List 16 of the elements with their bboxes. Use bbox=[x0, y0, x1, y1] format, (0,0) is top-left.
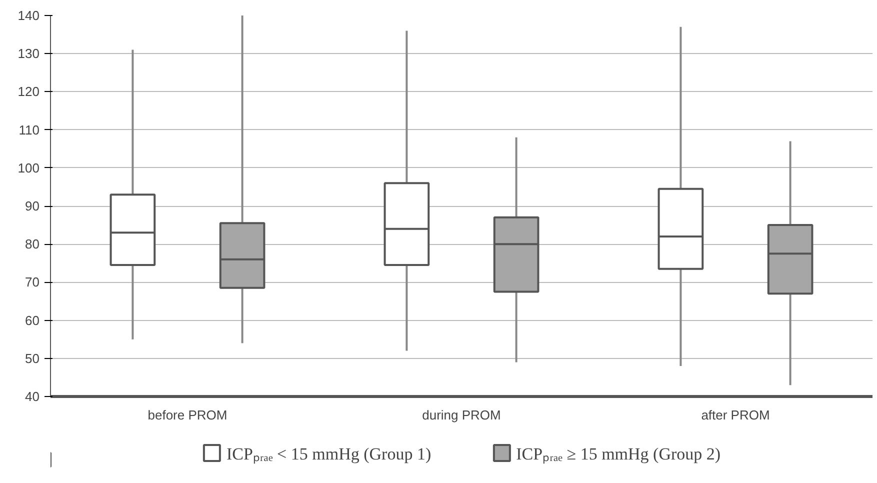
y-tick-label: 40 bbox=[25, 389, 40, 404]
y-tick-label: 100 bbox=[18, 160, 40, 176]
x-tick-label: during PROM bbox=[422, 408, 501, 422]
y-tick-label: 50 bbox=[25, 350, 40, 366]
x-tick-label: after PROM bbox=[701, 408, 770, 422]
y-tick-label: 60 bbox=[25, 312, 40, 328]
y-tick-label: 140 bbox=[18, 8, 40, 23]
legend-label: ICPₚᵣₐₑ < 15 mmHg (Group 1) bbox=[226, 443, 432, 464]
y-tick-label: 120 bbox=[18, 84, 40, 100]
y-tick-label: 80 bbox=[25, 236, 40, 252]
legend-label: ICPₚᵣₐₑ ≥ 15 mmHg (Group 2) bbox=[516, 443, 721, 464]
x-tick-label: before PROM bbox=[148, 408, 228, 422]
y-tick-label: 70 bbox=[25, 274, 40, 290]
y-tick-label: 90 bbox=[25, 198, 40, 214]
y-tick-label: 130 bbox=[18, 46, 40, 62]
y-tick-label: 110 bbox=[18, 122, 40, 138]
